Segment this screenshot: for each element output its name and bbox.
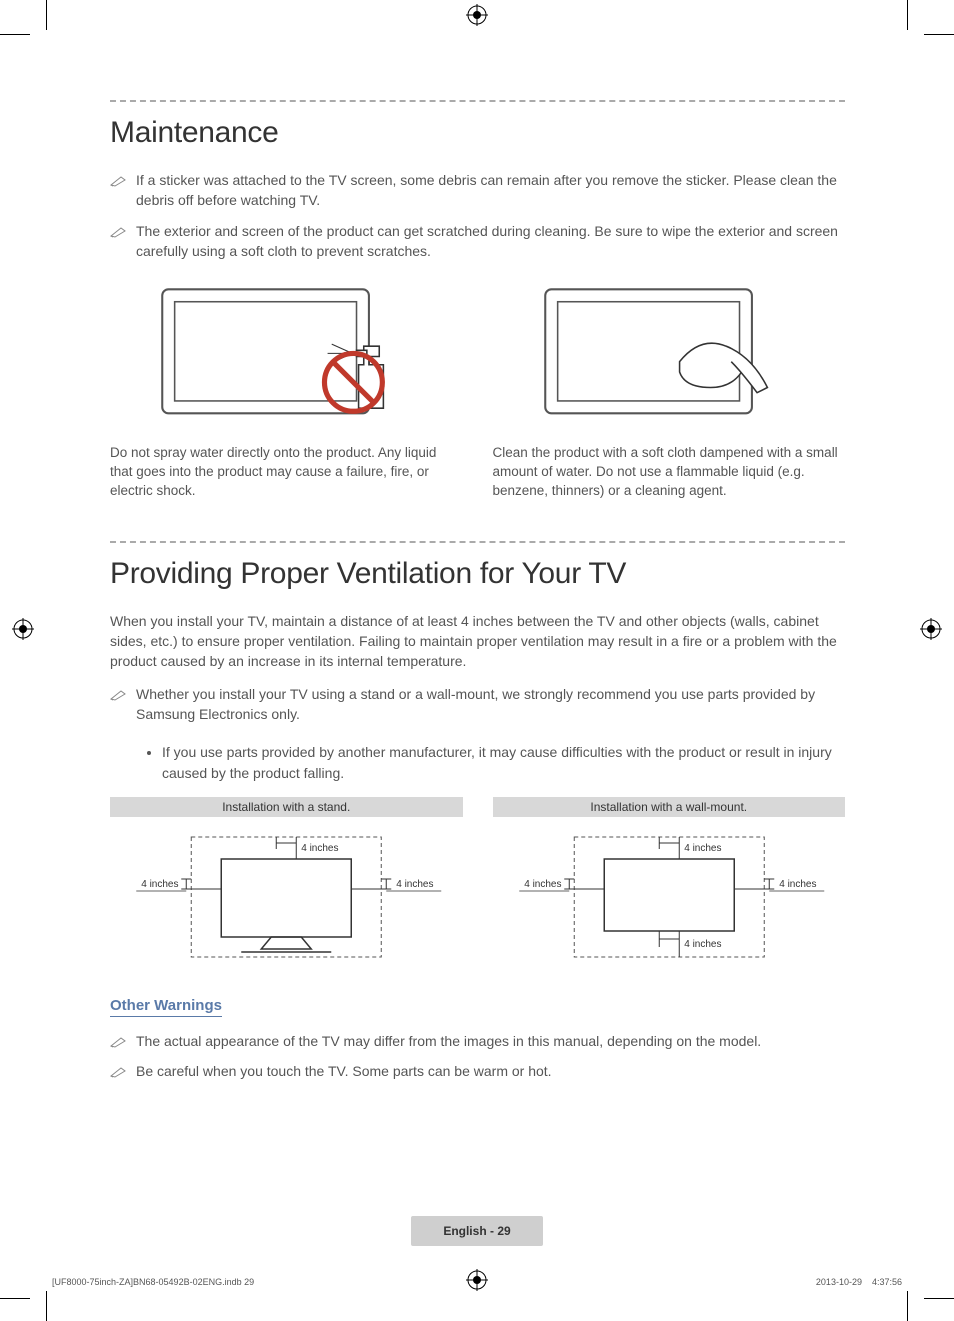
page-footer: English - 29: [0, 1216, 954, 1246]
note-item: The exterior and screen of the product c…: [110, 221, 845, 262]
page-content: Maintenance If a sticker was attached to…: [110, 100, 845, 1100]
note-item: Whether you install your TV using a stan…: [110, 684, 845, 725]
section-rule: [110, 100, 845, 102]
crop-mark: [46, 0, 47, 30]
maintenance-illustrations: Do not spray water directly onto the pro…: [110, 279, 845, 501]
crop-mark: [0, 34, 30, 35]
illustration-right: Clean the product with a soft cloth damp…: [493, 279, 846, 501]
sub-bullet-item: If you use parts provided by another man…: [162, 742, 845, 783]
wall-diagram: 4 inches 4 inches 4 inches 4 inches: [493, 827, 846, 967]
distance-label: 4 inches: [141, 879, 178, 890]
section-rule: [110, 541, 845, 543]
distance-label: 4 inches: [684, 843, 721, 854]
note-icon: [110, 1063, 126, 1075]
stand-diagram: 4 inches 4 inches 4 inches: [110, 827, 463, 967]
other-warnings: Other Warnings The actual appearance of …: [110, 997, 845, 1082]
crop-mark: [907, 0, 908, 30]
note-text: The exterior and screen of the product c…: [136, 223, 838, 259]
note-icon: [110, 223, 126, 235]
footer-meta-right: 2013-10-29 4:37:56: [816, 1277, 902, 1287]
note-text: The actual appearance of the TV may diff…: [136, 1033, 761, 1049]
note-text: If a sticker was attached to the TV scre…: [136, 172, 837, 208]
crop-mark: [0, 1298, 30, 1299]
note-icon: [110, 686, 126, 698]
right-caption: Clean the product with a soft cloth damp…: [493, 444, 846, 501]
install-wall: Installation with a wall-mount. 4 inches…: [493, 797, 846, 967]
ventilation-sub-bullet: If you use parts provided by another man…: [162, 742, 845, 783]
installation-diagrams: Installation with a stand. 4 inches 4 in…: [110, 797, 845, 967]
other-warnings-notes: The actual appearance of the TV may diff…: [110, 1031, 845, 1082]
page-number-pill: English - 29: [411, 1216, 542, 1246]
registration-mark-icon: [12, 618, 34, 640]
ventilation-intro: When you install your TV, maintain a dis…: [110, 611, 845, 672]
ventilation-notes: Whether you install your TV using a stan…: [110, 684, 845, 725]
cloth-clean-illustration: [493, 279, 846, 434]
crop-mark: [46, 1291, 47, 1321]
crop-mark: [907, 1291, 908, 1321]
maintenance-heading: Maintenance: [110, 116, 845, 150]
install-stand: Installation with a stand. 4 inches 4 in…: [110, 797, 463, 967]
registration-mark-icon: [920, 618, 942, 640]
other-warnings-heading: Other Warnings: [110, 997, 222, 1017]
note-icon: [110, 172, 126, 184]
crop-mark: [924, 1298, 954, 1299]
ventilation-heading: Providing Proper Ventilation for Your TV: [110, 557, 845, 591]
distance-label: 4 inches: [396, 879, 433, 890]
note-text: Whether you install your TV using a stan…: [136, 686, 815, 722]
distance-label: 4 inches: [684, 939, 721, 950]
distance-label: 4 inches: [779, 879, 816, 890]
crop-mark: [924, 34, 954, 35]
note-item: The actual appearance of the TV may diff…: [110, 1031, 845, 1051]
stand-header: Installation with a stand.: [110, 797, 463, 817]
note-text: Be careful when you touch the TV. Some p…: [136, 1063, 552, 1079]
distance-label: 4 inches: [301, 843, 338, 854]
illustration-left: Do not spray water directly onto the pro…: [110, 279, 463, 501]
note-item: If a sticker was attached to the TV scre…: [110, 170, 845, 211]
note-icon: [110, 1033, 126, 1045]
wall-header: Installation with a wall-mount.: [493, 797, 846, 817]
left-caption: Do not spray water directly onto the pro…: [110, 444, 463, 501]
distance-label: 4 inches: [524, 879, 561, 890]
registration-mark-icon: [466, 4, 488, 26]
registration-mark-icon: [466, 1269, 488, 1291]
note-item: Be careful when you touch the TV. Some p…: [110, 1061, 845, 1081]
footer-meta-left: [UF8000-75inch-ZA]BN68-05492B-02ENG.indb…: [52, 1277, 254, 1287]
maintenance-notes: If a sticker was attached to the TV scre…: [110, 170, 845, 261]
spray-prohibited-illustration: [110, 279, 463, 434]
